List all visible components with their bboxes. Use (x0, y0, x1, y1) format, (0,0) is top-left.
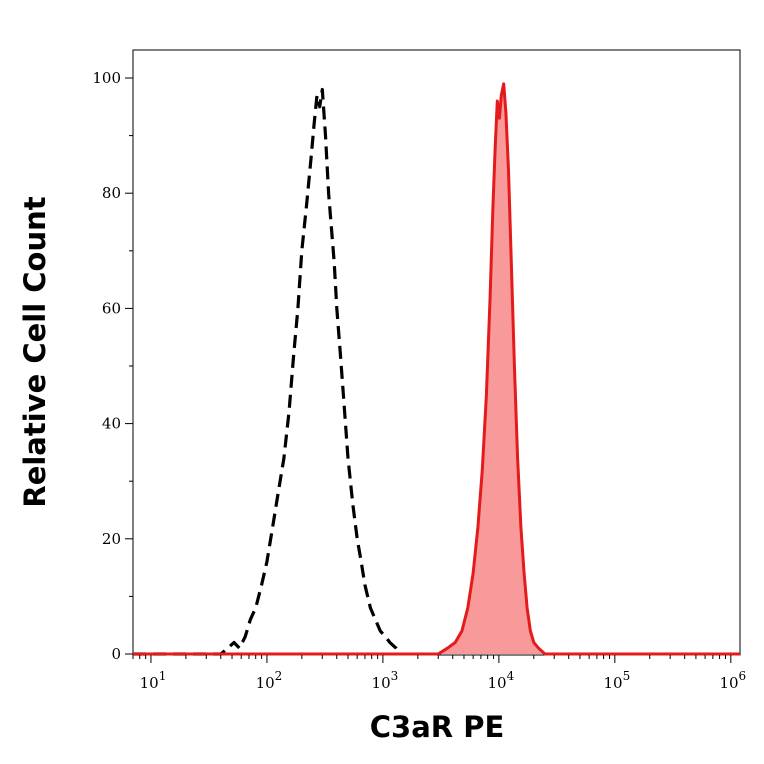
x-tick-label: 101 (140, 669, 167, 692)
y-tick-label: 40 (102, 415, 121, 433)
x-tick-exponent: 5 (623, 669, 631, 683)
y-tick-label: 80 (102, 184, 121, 202)
x-tick-exponent: 1 (159, 669, 167, 683)
x-tick-exponent: 6 (739, 669, 747, 683)
x-tick-base: 10 (256, 674, 275, 692)
y-tick-label: 20 (102, 530, 121, 548)
series-1-line (133, 82, 740, 656)
series-0-line (133, 87, 402, 656)
x-tick-label: 104 (488, 669, 515, 692)
y-axis-ticks: 0 20 40 60 80 100 (92, 69, 133, 663)
x-tick-label: 103 (372, 669, 399, 692)
x-tick-exponent: 2 (275, 669, 283, 683)
x-tick-base: 10 (719, 674, 738, 692)
x-axis-ticks: 101 102 103 104 105 106 (132, 655, 746, 692)
x-tick-label: 105 (603, 669, 630, 692)
y-tick-label: 0 (111, 645, 121, 663)
x-tick-base: 10 (603, 674, 622, 692)
y-axis-title: Relative Cell Count (18, 196, 52, 507)
x-tick-exponent: 4 (507, 669, 515, 683)
plot-border (132, 49, 741, 656)
series-layer (133, 82, 740, 656)
x-axis-title: C3aR PE (370, 710, 505, 744)
x-tick-base: 10 (140, 674, 159, 692)
x-tick-label: 106 (719, 669, 746, 692)
y-tick-label: 60 (102, 299, 121, 317)
series-1-fill (133, 83, 740, 655)
y-tick-label: 100 (92, 69, 121, 87)
x-tick-exponent: 3 (391, 669, 399, 683)
plot-frame (132, 49, 741, 656)
x-tick-label: 102 (256, 669, 283, 692)
x-tick-base: 10 (488, 674, 507, 692)
x-tick-base: 10 (372, 674, 391, 692)
